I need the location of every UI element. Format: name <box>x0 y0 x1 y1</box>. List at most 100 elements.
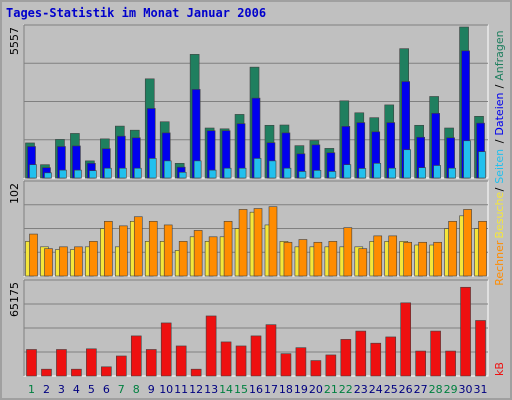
x-tick-label-day-8: 8 <box>133 383 140 396</box>
bar-seiten-day-8 <box>133 167 142 179</box>
bar-seiten-day-25 <box>388 167 397 179</box>
bar-kb-day-1 <box>26 349 37 377</box>
bar-seiten-day-29 <box>448 167 456 179</box>
bar-kb-day-7 <box>116 355 127 377</box>
bar-seiten-day-1 <box>29 164 37 179</box>
bar-kb-day-25 <box>385 336 397 377</box>
bar-rechner-day-17 <box>268 206 278 277</box>
bar-kb-day-8 <box>130 335 142 377</box>
bar-seiten-day-13 <box>208 169 217 179</box>
legend-kb: kB <box>493 362 506 376</box>
bar-seiten-day-5 <box>89 170 97 179</box>
x-tick-label-day-31: 31 <box>474 383 488 396</box>
x-tick-label-day-11: 11 <box>174 383 188 396</box>
bar-rechner-day-11 <box>178 241 188 277</box>
bar-rechner-day-9 <box>148 220 158 277</box>
y-max-label-3: 65175 <box>8 282 21 317</box>
bar-rechner-day-10 <box>163 224 173 277</box>
bar-seiten-day-20 <box>313 170 322 179</box>
bar-kb-day-28 <box>430 330 441 377</box>
bar-rechner-day-12 <box>193 230 203 277</box>
bar-seiten-day-16 <box>253 158 262 179</box>
bar-seiten-day-28 <box>433 165 441 179</box>
bar-seiten-day-6 <box>104 167 112 179</box>
bar-rechner-day-23 <box>358 248 368 277</box>
bar-seiten-day-23 <box>358 168 367 179</box>
legend-besuche: Besuche <box>493 192 506 239</box>
x-tick-label-day-18: 18 <box>279 383 293 396</box>
legend-separator: / <box>493 139 506 143</box>
bar-rechner-day-16 <box>253 208 263 277</box>
x-tick-label-day-25: 25 <box>384 383 398 396</box>
legend-seiten: Seiten <box>493 149 506 184</box>
y-max-label-1: 5557 <box>8 27 21 55</box>
x-tick-label-day-6: 6 <box>103 383 110 396</box>
bar-rechner-day-27 <box>418 241 427 277</box>
bar-rechner-day-14 <box>223 220 233 277</box>
bar-rechner-day-5 <box>89 241 98 277</box>
bar-rechner-day-24 <box>373 235 383 277</box>
bar-kb-day-2 <box>41 368 52 377</box>
bar-rechner-day-13 <box>208 236 218 277</box>
bar-seiten-day-18 <box>283 167 292 179</box>
bar-kb-day-16 <box>250 335 262 377</box>
bar-rechner-day-30 <box>463 209 472 277</box>
bar-seiten-day-21 <box>328 171 337 179</box>
x-tick-label-day-5: 5 <box>88 383 95 396</box>
bar-kb-day-27 <box>415 350 426 377</box>
x-tick-label-day-1: 1 <box>28 383 35 396</box>
bar-kb-day-12 <box>190 368 202 377</box>
legend-separator: / <box>493 187 506 191</box>
bar-rechner-day-1 <box>29 233 38 277</box>
bar-seiten-day-3 <box>59 169 67 179</box>
x-tick-label-day-2: 2 <box>43 383 50 396</box>
bar-rechner-day-6 <box>104 220 113 277</box>
bar-seiten-day-22 <box>343 164 352 179</box>
bar-kb-day-3 <box>56 349 67 377</box>
bar-kb-day-14 <box>220 341 232 377</box>
bar-seiten-day-17 <box>268 160 277 179</box>
x-tick-label-day-27: 27 <box>414 383 428 396</box>
x-tick-label-day-4: 4 <box>73 383 80 396</box>
bar-kb-day-26 <box>400 302 411 377</box>
bar-rechner-day-7 <box>119 225 128 277</box>
bar-kb-day-10 <box>160 322 172 377</box>
bar-rechner-day-28 <box>433 241 442 277</box>
bar-kb-day-20 <box>310 360 322 377</box>
bar-seiten-day-27 <box>418 167 426 179</box>
bar-kb-day-5 <box>86 348 97 377</box>
x-tick-label-day-14: 14 <box>219 383 233 396</box>
bar-rechner-day-8 <box>133 216 143 277</box>
bar-rechner-day-4 <box>74 246 83 277</box>
x-tick-label-day-12: 12 <box>189 383 203 396</box>
x-tick-label-day-3: 3 <box>58 383 65 396</box>
x-tick-label-day-17: 17 <box>264 383 278 396</box>
bar-rechner-day-2 <box>44 248 53 277</box>
x-tick-label-day-24: 24 <box>369 383 383 396</box>
x-tick-label-day-29: 29 <box>444 383 458 396</box>
bar-seiten-day-31 <box>478 151 486 179</box>
bar-seiten-day-26 <box>403 149 411 179</box>
bar-rechner-day-20 <box>313 241 323 277</box>
x-tick-label-day-23: 23 <box>354 383 368 396</box>
bar-seiten-day-11 <box>178 171 187 179</box>
bar-rechner-day-18 <box>283 241 293 277</box>
bar-seiten-day-15 <box>238 167 247 179</box>
x-tick-label-day-20: 20 <box>309 383 323 396</box>
bar-seiten-day-7 <box>119 167 127 179</box>
x-tick-label-day-19: 19 <box>294 383 308 396</box>
bar-kb-day-22 <box>340 339 352 377</box>
bar-kb-day-17 <box>265 324 277 377</box>
x-tick-label-day-28: 28 <box>429 383 443 396</box>
bar-seiten-day-10 <box>163 160 172 179</box>
bar-kb-day-31 <box>475 320 486 377</box>
bar-seiten-day-30 <box>463 140 471 179</box>
x-tick-label-day-21: 21 <box>324 383 338 396</box>
x-tick-label-day-10: 10 <box>159 383 173 396</box>
bar-kb-day-11 <box>175 345 187 377</box>
bar-kb-day-13 <box>205 315 217 377</box>
bar-seiten-day-14 <box>223 167 232 179</box>
x-tick-label-day-30: 30 <box>459 383 473 396</box>
bar-kb-day-23 <box>355 330 367 377</box>
